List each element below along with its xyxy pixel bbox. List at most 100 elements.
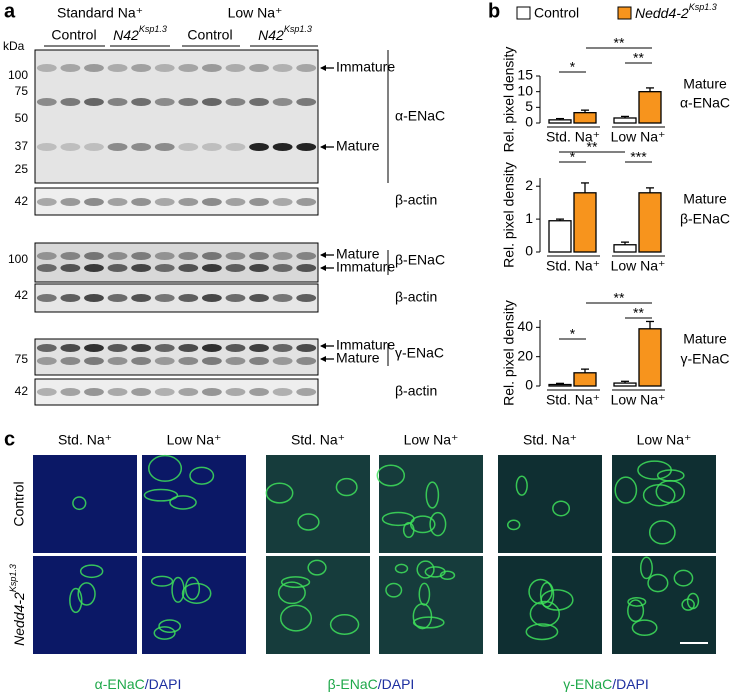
x-tick-label: Low Na⁺ [611, 392, 666, 408]
blot-target: β-actin [395, 383, 437, 399]
band [249, 264, 269, 272]
band [60, 198, 81, 206]
band [296, 252, 317, 260]
caption: β-ENaC/DAPI [328, 676, 415, 692]
band [107, 98, 128, 106]
band [131, 64, 152, 72]
group-label: Standard Na⁺ [57, 5, 143, 21]
blot-target: β-actin [395, 289, 437, 305]
stain [528, 578, 553, 605]
band [272, 252, 293, 260]
marker-label: 50 [15, 111, 29, 125]
stain [189, 466, 215, 485]
blot [34, 378, 319, 406]
bar [548, 119, 572, 124]
band [178, 143, 199, 151]
band [296, 294, 317, 302]
band [272, 143, 293, 151]
caption-stain: /DAPI [145, 676, 182, 692]
band [154, 388, 175, 396]
blot-target: α-ENaC [395, 108, 445, 124]
band [178, 344, 199, 352]
micrograph [266, 556, 370, 654]
band [296, 357, 317, 365]
chart-title: β-ENaC [680, 211, 730, 227]
band [249, 64, 269, 72]
band [60, 98, 81, 106]
band [36, 252, 57, 260]
y-tick-label: 2 [525, 177, 533, 193]
micrograph [142, 455, 246, 553]
bar [548, 383, 572, 387]
panel-label: c [4, 428, 15, 450]
stain [277, 581, 306, 605]
stain [143, 488, 179, 502]
y-axis-label: Rel. pixel density [501, 300, 517, 406]
band [272, 357, 293, 365]
subgroup-label-base: N42 [258, 27, 284, 43]
y-tick-label: 0 [525, 243, 533, 259]
stain [335, 477, 358, 497]
stain [639, 556, 653, 580]
stain [381, 511, 415, 527]
band [225, 344, 246, 352]
band [154, 98, 175, 106]
band [249, 294, 269, 302]
band [60, 143, 81, 151]
stain [416, 560, 435, 579]
bar [638, 328, 662, 387]
band-label: Mature [336, 138, 380, 154]
y-axis-label: Rel. pixel density [501, 162, 517, 268]
stain [329, 613, 360, 636]
band [201, 294, 222, 302]
stain [627, 596, 647, 607]
stain [394, 563, 409, 574]
band [178, 64, 199, 72]
band [272, 198, 293, 206]
band [272, 388, 293, 396]
chart-title: γ-ENaC [680, 351, 729, 367]
legend-swatch [617, 6, 632, 20]
band [60, 64, 81, 72]
band [201, 344, 222, 352]
band [249, 98, 269, 106]
column-label: Std. Na⁺ [291, 432, 345, 448]
band [272, 64, 293, 72]
legend-swatch [516, 6, 531, 20]
band-label: Mature [336, 350, 380, 366]
band [249, 252, 269, 260]
caption-stain: /DAPI [378, 676, 415, 692]
band [60, 388, 81, 396]
chart-title: α-ENaC [680, 95, 730, 111]
stain [418, 582, 431, 606]
stain [412, 603, 433, 630]
band [154, 252, 175, 260]
stain [79, 564, 104, 579]
blot [34, 242, 319, 283]
band [60, 357, 81, 365]
band [36, 98, 57, 106]
band [84, 64, 104, 72]
stain [552, 500, 571, 517]
micrograph [266, 455, 370, 553]
y-tick-label: 10 [517, 82, 533, 98]
band [272, 98, 293, 106]
band [84, 388, 104, 396]
stain [631, 619, 658, 637]
band [84, 98, 104, 106]
blot [34, 283, 319, 313]
marker-label: 75 [15, 352, 29, 366]
band [36, 357, 57, 365]
band [296, 98, 317, 106]
stain [525, 623, 559, 641]
marker-label: 75 [15, 84, 29, 98]
stain [627, 599, 645, 623]
subgroup-label-sup: Ksp1.3 [139, 24, 167, 34]
subgroup-label: N42Ksp1.3 [258, 24, 312, 42]
significance-label: * [570, 149, 576, 165]
stain [184, 576, 201, 601]
band [296, 198, 317, 206]
stain [181, 582, 212, 604]
arrow-head [320, 144, 326, 150]
band [36, 198, 57, 206]
